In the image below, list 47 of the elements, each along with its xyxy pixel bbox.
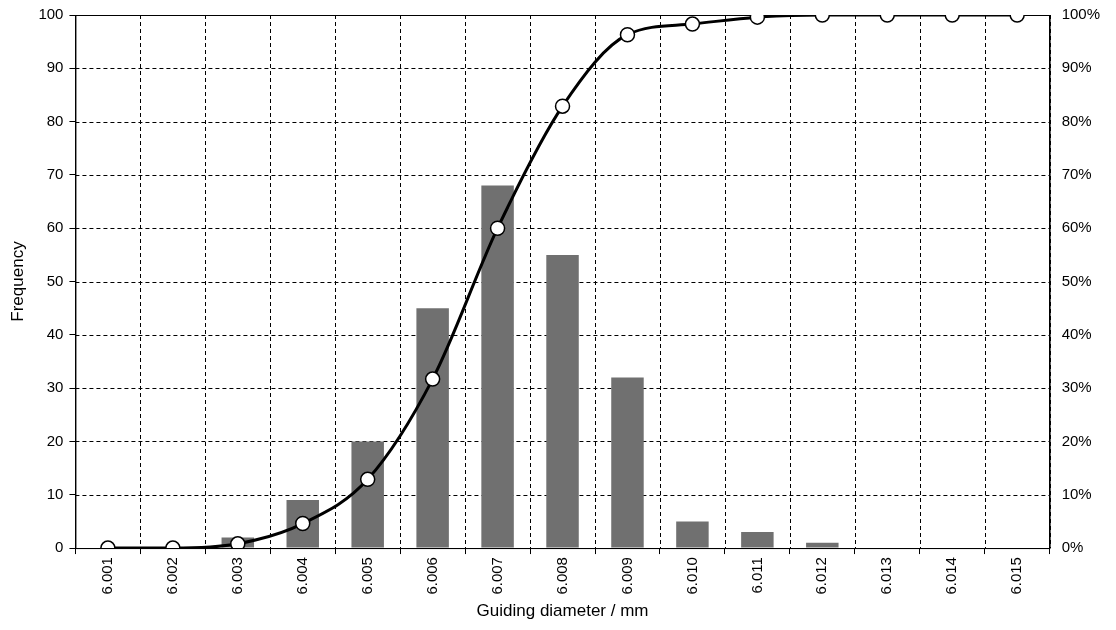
y2-tick-label: 0% [1061, 538, 1084, 556]
y-tick-label: 90 [46, 58, 64, 76]
x-tick-label: 6.002 [162, 557, 180, 595]
y-tick-label: 50 [46, 271, 64, 289]
y-tick-label: 0 [55, 538, 64, 556]
y-tick-label: 40 [46, 324, 64, 342]
x-axis-title: Guiding diameter / mm [476, 601, 649, 621]
y2-tick-label: 40% [1061, 324, 1092, 342]
x-tick-label: 6.004 [292, 557, 310, 595]
x-tick-label: 6.007 [487, 557, 505, 595]
bar [546, 254, 579, 548]
x-tick-label: 6.001 [98, 557, 116, 595]
y2-tick-label: 30% [1061, 378, 1092, 396]
x-tick-label: 6.005 [357, 557, 375, 595]
x-tick-label: 6.011 [747, 557, 765, 594]
y2-tick-label: 80% [1061, 111, 1092, 129]
y-tick-label: 80 [46, 111, 64, 129]
y-tick-label: 70 [46, 165, 64, 183]
bar [351, 441, 384, 548]
y-tick-label: 20 [46, 431, 64, 449]
bar [741, 532, 774, 548]
x-tick-label: 6.008 [552, 557, 570, 595]
y2-tick-label: 10% [1061, 484, 1092, 502]
y2-tick-label: 60% [1061, 218, 1092, 236]
y2-tick-label: 20% [1061, 431, 1092, 449]
y-tick-label: 10 [46, 484, 64, 502]
y-tick-label: 100 [38, 5, 64, 23]
y-tick-label: 30 [46, 378, 64, 396]
x-tick-label: 6.006 [422, 557, 440, 595]
y-tick-label: 60 [46, 218, 64, 236]
x-tick-label: 6.010 [682, 557, 700, 595]
y2-tick-label: 50% [1061, 271, 1092, 289]
x-tick-label: 6.003 [227, 557, 245, 595]
bar [481, 185, 514, 548]
y-axis-title: Frequency [7, 240, 27, 322]
x-tick-label: 6.012 [812, 557, 830, 595]
bar [611, 377, 644, 548]
x-tick-label: 6.014 [942, 557, 960, 595]
x-tick-label: 6.009 [617, 557, 635, 595]
bar [416, 308, 449, 548]
y2-tick-label: 90% [1061, 58, 1092, 76]
y2-tick-label: 70% [1061, 165, 1092, 183]
x-tick-label: 6.013 [877, 557, 895, 595]
y2-tick-label: 100% [1061, 5, 1101, 23]
bar [806, 542, 839, 548]
x-tick-label: 6.015 [1007, 557, 1025, 595]
bar [676, 521, 709, 548]
